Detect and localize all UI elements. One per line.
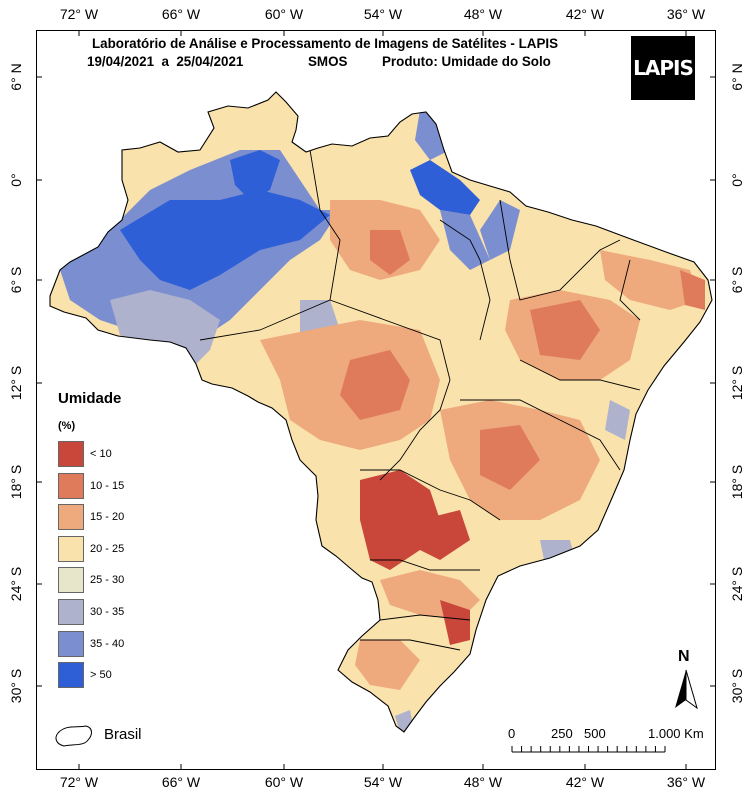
north-arrow-label: N: [678, 648, 690, 665]
brazil-map: [49, 91, 713, 733]
longitude-label-top: 54° W: [363, 6, 403, 22]
lapis-logo: LAPIS: [631, 36, 695, 100]
legend-label: 10 - 15: [90, 479, 125, 492]
legend-label: 20 - 25: [90, 542, 125, 555]
longitude-label-bottom: 36° W: [666, 774, 706, 790]
longitude-label-bottom: 66° W: [161, 774, 201, 790]
longitude-label-top: 72° W: [59, 6, 99, 22]
longitude-label-top: 48° W: [463, 6, 503, 22]
legend-label: 35 - 40: [90, 637, 125, 650]
longitude-label-top: 66° W: [161, 6, 201, 22]
page-title: Laboratório de Análise e Processamento d…: [91, 36, 559, 51]
scale-tick-label: 500: [584, 726, 606, 741]
soil-moisture-layer: [60, 110, 705, 732]
graticule-ticks: [36, 30, 716, 770]
legend-swatch: [58, 441, 84, 467]
legend-swatch: [58, 472, 84, 499]
north-arrow: [675, 669, 698, 710]
legend-swatch: [58, 535, 84, 562]
legend-title: Umidade: [58, 390, 122, 407]
state-borders: [199, 149, 641, 651]
longitude-label-bottom: 48° W: [463, 774, 503, 790]
scale-tick-label: 250: [551, 726, 573, 741]
scale-tick-label: 1.000 Km: [648, 726, 704, 741]
legend-swatch: [58, 630, 84, 657]
longitude-label-bottom: 72° W: [59, 774, 99, 790]
brazil-outline: [49, 91, 713, 733]
longitude-label-bottom: 54° W: [363, 774, 403, 790]
longitude-label-top: 42° W: [565, 6, 605, 22]
longitude-label-bottom: 60° W: [264, 774, 304, 790]
period-text: 19/04/2021 a 25/04/2021: [87, 54, 244, 69]
logo-text: LAPIS: [633, 56, 694, 80]
legend-label: < 10: [90, 448, 112, 460]
legend-swatch: [58, 599, 84, 625]
longitude-label-top: 60° W: [264, 6, 304, 22]
longitude-label-top: 36° W: [666, 6, 706, 22]
legend-label: > 50: [90, 669, 112, 682]
scale-tick-label: 0: [508, 726, 516, 741]
legend-label: 25 - 30: [90, 574, 125, 587]
legend-swatch: [58, 567, 84, 594]
legend-label: 15 - 20: [90, 511, 125, 524]
product-text: Produto: Umidade do Solo: [382, 54, 551, 69]
legend-swatch: [58, 504, 84, 531]
boundary-legend-label: Brasil: [104, 726, 142, 743]
legend-swatch: [58, 662, 84, 689]
sensor-text: SMOS: [308, 54, 348, 69]
legend-label: 30 - 35: [90, 606, 125, 618]
brasil-legend-symbol: [55, 725, 92, 747]
longitude-label-bottom: 42° W: [565, 774, 605, 790]
legend-unit: (%): [58, 420, 76, 432]
